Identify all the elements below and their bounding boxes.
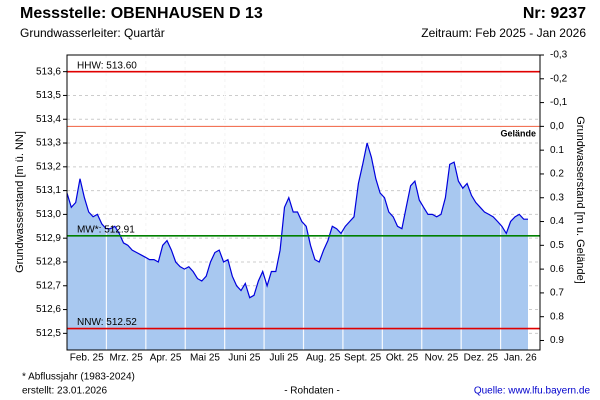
- x-tick-label: Feb. 25: [70, 353, 104, 364]
- reference-label: NNW: 512.52: [77, 317, 137, 328]
- y-tick-label: 512,9: [36, 233, 61, 244]
- y-tick-label: 513,0: [36, 209, 61, 220]
- y-tick-label: 513,6: [36, 66, 61, 77]
- y2-tick-label: 0.9: [550, 335, 564, 346]
- y-tick-label: 513,5: [36, 90, 61, 101]
- y-tick-label: 513,3: [36, 138, 61, 149]
- y2-tick-label: -0,2: [550, 73, 568, 84]
- data-note: - Rohdaten -: [284, 386, 340, 397]
- subtitle: Grundwasserleiter: Quartär: [20, 26, 165, 40]
- reference-label: MW*: 512.91: [77, 224, 135, 235]
- y-tick-label: 512,5: [36, 328, 61, 339]
- footnote: * Abflussjahr (1983-2024): [22, 372, 135, 383]
- station-number: Nr: 9237: [523, 5, 586, 22]
- y2-tick-label: 0.4: [550, 216, 564, 227]
- plot-frame: [66, 54, 541, 351]
- x-tick-label: Juli 25: [269, 353, 298, 364]
- y2-tick-label: 0.8: [550, 311, 564, 322]
- reference-label: Gelände: [500, 129, 536, 139]
- y-axis-label: Grundwasserstand [m ü. NN]: [14, 131, 26, 273]
- y-tick-label: 513,4: [36, 114, 61, 125]
- y-tick-label: 512,8: [36, 257, 61, 268]
- y-tick-label: 513,1: [36, 185, 61, 196]
- area: [67, 143, 528, 350]
- x-tick-label: Jan. 26: [504, 353, 537, 364]
- created-date: erstellt: 23.01.2026: [22, 386, 107, 397]
- y2-tick-label: 0,0: [550, 121, 564, 132]
- chart-title: Messstelle: OBENHAUSEN D 13: [20, 5, 263, 22]
- x-tick-label: Apr. 25: [150, 353, 182, 364]
- reference-label: HHW: 513.60: [77, 60, 137, 71]
- y2-tick-label: 0.2: [550, 169, 564, 180]
- line: [66, 142, 528, 299]
- period: Zeitraum: Feb 2025 - Jan 2026: [421, 26, 586, 40]
- y2-tick-label: 0.1: [550, 145, 564, 156]
- x-tick-label: Dez. 25: [464, 353, 499, 364]
- y2-tick-label: -0,3: [550, 50, 568, 61]
- y-tick-label: 512,6: [36, 304, 61, 315]
- y2-tick-label: 0.5: [550, 240, 564, 251]
- x-tick-label: Sept. 25: [344, 353, 382, 364]
- y2-axis-label: Grundwasserstand [m u. Gelände]: [574, 116, 586, 284]
- x-tick-label: Mrz. 25: [109, 353, 143, 364]
- y2-tick-label: 0.7: [550, 288, 564, 299]
- y2-tick-label: 0.3: [550, 192, 564, 203]
- source-link[interactable]: Quelle: www.lfu.bayern.de: [474, 386, 591, 397]
- y-tick-label: 512,7: [36, 280, 61, 291]
- x-tick-label: Aug. 25: [306, 353, 341, 364]
- y-tick-label: 513,2: [36, 161, 61, 172]
- x-tick-label: Juni 25: [228, 353, 261, 364]
- x-tick-label: Mai 25: [190, 353, 220, 364]
- y2-tick-label: 0.6: [550, 264, 564, 275]
- y2-tick-label: -0,1: [550, 97, 568, 108]
- x-tick-label: Okt. 25: [386, 353, 419, 364]
- x-tick-label: Nov. 25: [425, 353, 459, 364]
